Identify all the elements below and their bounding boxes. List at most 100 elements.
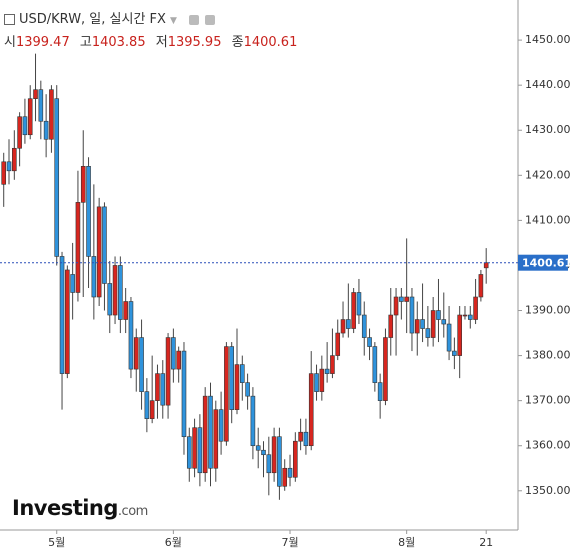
ohlc-label: 종 — [231, 35, 244, 50]
candle-body — [478, 274, 484, 298]
candle — [467, 306, 473, 329]
candle-body — [335, 332, 341, 356]
candle — [160, 360, 166, 419]
candle-body — [96, 206, 102, 298]
candle — [483, 248, 489, 284]
x-tick-label: 8월 — [398, 536, 415, 549]
brand: Investing — [12, 496, 118, 520]
candle — [86, 157, 91, 288]
candle-body — [107, 283, 113, 316]
candle — [367, 328, 372, 361]
y-tick-label: 1350.00 — [525, 484, 570, 497]
y-tick-label: 1450.00 — [525, 33, 570, 46]
candle-body — [446, 323, 452, 352]
candle — [27, 85, 33, 140]
candle — [17, 112, 22, 167]
candle-body — [287, 467, 293, 478]
candle — [49, 85, 54, 153]
settings-icon[interactable] — [189, 14, 199, 25]
candle-body — [176, 350, 181, 370]
candle-body — [229, 346, 234, 410]
dropdown[interactable]: ▼ — [169, 16, 177, 26]
candle — [425, 306, 431, 347]
candle — [271, 427, 277, 482]
y-tick-label: 1440.00 — [525, 78, 570, 91]
candle-body — [361, 314, 367, 338]
candle-body — [457, 314, 462, 356]
candle-body — [54, 98, 60, 257]
candle-body — [282, 467, 288, 487]
candle — [441, 292, 447, 338]
candle-body — [377, 382, 383, 401]
candle — [446, 306, 452, 361]
candle — [266, 436, 272, 496]
candle — [149, 355, 155, 424]
collapse-icon[interactable] — [4, 14, 15, 25]
candle-body — [86, 166, 91, 257]
candle — [250, 387, 256, 460]
candle — [96, 197, 102, 307]
ohlc-label: 시 — [4, 35, 16, 50]
candle — [319, 355, 325, 401]
candle-body — [155, 373, 160, 401]
x-tick-label: 5월 — [48, 536, 65, 549]
candle — [75, 170, 81, 302]
gear-icon[interactable] — [205, 14, 216, 25]
candle-body — [12, 147, 17, 172]
candle — [43, 94, 49, 158]
candle-body — [409, 296, 415, 334]
candle-body — [112, 265, 118, 316]
candle-body — [160, 373, 166, 406]
candle — [457, 306, 462, 379]
candle — [388, 287, 394, 356]
candle-body — [388, 314, 394, 338]
candle — [277, 427, 282, 500]
candle-body — [330, 355, 335, 374]
candle-body — [372, 346, 378, 383]
candle-body — [255, 445, 261, 451]
candle — [144, 378, 150, 433]
candle-body — [202, 395, 208, 474]
candle-body — [430, 310, 436, 338]
candle — [186, 427, 192, 482]
candle-body — [22, 116, 28, 136]
y-tick-label: 1410.00 — [525, 213, 570, 226]
candle — [165, 333, 171, 419]
candle — [12, 130, 17, 180]
candle-body — [17, 116, 22, 149]
candle — [139, 319, 144, 410]
candle-body — [43, 120, 49, 140]
candle-body — [314, 373, 319, 392]
candle-body — [351, 292, 356, 329]
candle-body — [261, 449, 266, 456]
ohlc-label: 저 — [155, 35, 168, 50]
candle-body — [218, 409, 224, 442]
candle — [80, 130, 86, 297]
candle — [102, 202, 107, 311]
candle — [65, 265, 70, 379]
candle — [340, 301, 346, 338]
candle — [208, 382, 213, 487]
candle — [239, 355, 245, 401]
y-tick-label: 1420.00 — [525, 168, 570, 181]
candle — [123, 287, 128, 334]
candle — [128, 296, 134, 379]
candle-body — [346, 319, 351, 329]
candle-body — [49, 89, 54, 140]
candle-body — [271, 436, 277, 474]
candle-body — [399, 296, 404, 302]
candle — [361, 301, 367, 356]
candle — [91, 184, 97, 320]
candle-body — [483, 262, 489, 269]
candle-body — [6, 161, 12, 172]
ohlc-info: 시1399.47 고1403.85 저1395.95 종1400.61 — [4, 31, 303, 50]
candle-body — [393, 296, 399, 316]
candle — [1, 152, 7, 207]
candle-body — [441, 319, 447, 325]
candle-body — [102, 206, 107, 284]
candle-body — [171, 337, 176, 370]
candle-body — [33, 89, 38, 99]
ohlc-label: 고 — [79, 35, 92, 50]
candle-body — [133, 337, 139, 370]
